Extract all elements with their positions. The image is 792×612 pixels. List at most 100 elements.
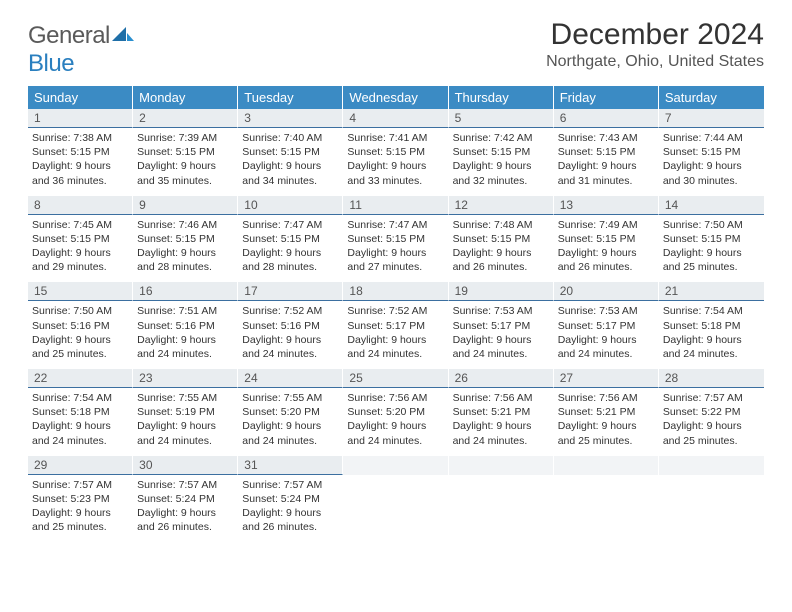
daylight-line: Daylight: 9 hours and 28 minutes. [137,247,216,273]
day-content-cell: Sunrise: 7:57 AMSunset: 5:24 PMDaylight:… [238,475,343,543]
day-number-cell: 6 [554,109,659,128]
day-number-cell: 25 [343,369,448,388]
day-content-row: Sunrise: 7:38 AM Sunset: 5:15 PM Daylight:… [28,128,764,196]
daylight-line: Daylight: 9 hours and 32 minutes. [453,160,532,186]
day-number-cell: 7 [659,109,764,128]
calendar-page: GeneralBlue December 2024 Northgate, Ohi… [0,0,792,552]
logo-sail-icon [112,22,134,50]
day-number-cell: 5 [449,109,554,128]
sunset-line: Sunset: 5:15 PM [347,233,425,245]
day-number-cell: 22 [28,369,133,388]
day-content-cell: Sunrise: 7:52 AMSunset: 5:17 PMDaylight:… [343,301,448,369]
daylight-line: Daylight: 9 hours and 26 minutes. [453,247,532,273]
day-number-cell: 8 [28,196,133,215]
sunrise-line: Sunrise: 7:57 AM [663,392,743,404]
weekday-header: Saturday [659,86,764,109]
sunrise-line: Sunrise: 7:57 AM [137,479,217,491]
sunrise-line: Sunrise: 7:53 AM [558,305,638,317]
weekday-header: Tuesday [238,86,343,109]
day-content-row: Sunrise: 7:57 AMSunset: 5:23 PMDaylight:… [28,475,764,543]
sunset-line: Sunset: 5:24 PM [137,493,215,505]
sunset-line: Sunset: 5:17 PM [347,320,425,332]
day-number-cell: 16 [133,282,238,301]
day-number-cell: 4 [343,109,448,128]
daylight-line: Daylight: 9 hours and 24 minutes. [453,420,532,446]
sunrise-line: Sunrise: 7:42 AM [453,132,533,144]
weekday-header: Friday [554,86,659,109]
sunset-line: Sunset: 5:15 PM [663,233,741,245]
daylight-line: Daylight: 9 hours and 28 minutes. [242,247,321,273]
daylight-line: Daylight: 9 hours and 33 minutes. [347,160,426,186]
day-number-cell: 20 [554,282,659,301]
day-number-cell: 13 [554,196,659,215]
daylight-line: Daylight: 9 hours and 24 minutes. [453,334,532,360]
day-number-cell: 1 [28,109,133,128]
sunset-line: Sunset: 5:15 PM [242,146,320,158]
sunset-line: Sunset: 5:15 PM [137,146,215,158]
sunset-line: Sunset: 5:20 PM [347,406,425,418]
day-number-row: 293031 [28,456,764,475]
sunset-line: Sunset: 5:20 PM [242,406,320,418]
day-content-cell: Sunrise: 7:57 AMSunset: 5:22 PMDaylight:… [659,388,764,456]
daylight-line: Daylight: 9 hours and 34 minutes. [242,160,321,186]
sunset-line: Sunset: 5:24 PM [242,493,320,505]
sunset-line: Sunset: 5:15 PM [558,146,636,158]
day-number-cell: 14 [659,196,764,215]
day-content-cell: Sunrise: 7:55 AMSunset: 5:19 PMDaylight:… [133,388,238,456]
sunrise-line: Sunrise: 7:40 AM [242,132,322,144]
day-content-cell: Sunrise: 7:45 AMSunset: 5:15 PMDaylight:… [28,215,133,283]
daylight-line: Daylight: 9 hours and 24 minutes. [242,420,321,446]
daylight-line: Daylight: 9 hours and 26 minutes. [242,507,321,533]
sunrise-line: Sunrise: 7:43 AM [558,132,638,144]
day-number-cell: 10 [238,196,343,215]
day-content-cell: Sunrise: 7:56 AMSunset: 5:21 PMDaylight:… [449,388,554,456]
day-content-cell: Sunrise: 7:44 AMSunset: 5:15 PMDaylight:… [659,128,764,196]
sunrise-line: Sunrise: 7:38 AM [32,132,112,144]
sunset-line: Sunset: 5:15 PM [663,146,741,158]
day-number-cell [343,456,448,475]
sunset-line: Sunset: 5:15 PM [32,146,110,158]
day-number-cell: 12 [449,196,554,215]
day-content-cell: Sunrise: 7:50 AMSunset: 5:15 PMDaylight:… [659,215,764,283]
day-content-cell: Sunrise: 7:55 AMSunset: 5:20 PMDaylight:… [238,388,343,456]
day-content-cell: Sunrise: 7:46 AMSunset: 5:15 PMDaylight:… [133,215,238,283]
day-number-cell: 23 [133,369,238,388]
sunrise-line: Sunrise: 7:52 AM [347,305,427,317]
day-number-cell: 24 [238,369,343,388]
day-content-cell: Sunrise: 7:41 AMSunset: 5:15 PMDaylight:… [343,128,448,196]
sunrise-line: Sunrise: 7:48 AM [453,219,533,231]
day-content-cell: Sunrise: 7:57 AMSunset: 5:24 PMDaylight:… [133,475,238,543]
sunrise-line: Sunrise: 7:49 AM [558,219,638,231]
sunrise-line: Sunrise: 7:39 AM [137,132,217,144]
sunrise-line: Sunrise: 7:53 AM [453,305,533,317]
sunset-line: Sunset: 5:15 PM [453,233,531,245]
weekday-header: Monday [133,86,238,109]
sunset-line: Sunset: 5:16 PM [32,320,110,332]
logo-text-blue: Blue [28,50,74,77]
daylight-line: Daylight: 9 hours and 30 minutes. [663,160,742,186]
day-content-row: Sunrise: 7:50 AMSunset: 5:16 PMDaylight:… [28,301,764,369]
day-number-cell: 19 [449,282,554,301]
day-content-cell [449,475,554,543]
sunrise-line: Sunrise: 7:56 AM [453,392,533,404]
sunrise-line: Sunrise: 7:50 AM [663,219,743,231]
daylight-line: Daylight: 9 hours and 25 minutes. [558,420,637,446]
day-number-cell: 29 [28,456,133,475]
day-number-cell [449,456,554,475]
location-label: Northgate, Ohio, United States [546,53,764,71]
day-content-cell: Sunrise: 7:51 AMSunset: 5:16 PMDaylight:… [133,301,238,369]
daylight-line: Daylight: 9 hours and 24 minutes. [32,420,111,446]
day-content-cell: Sunrise: 7:50 AMSunset: 5:16 PMDaylight:… [28,301,133,369]
sunrise-line: Sunrise: 7:57 AM [32,479,112,491]
day-content-cell: Sunrise: 7:49 AMSunset: 5:15 PMDaylight:… [554,215,659,283]
calendar-header-row: SundayMondayTuesdayWednesdayThursdayFrid… [28,86,764,109]
day-number-row: 1234567 [28,109,764,128]
daylight-line: Daylight: 9 hours and 24 minutes. [558,334,637,360]
day-content-cell [554,475,659,543]
day-number-cell: 9 [133,196,238,215]
sunrise-line: Sunrise: 7:55 AM [137,392,217,404]
daylight-line: Daylight: 9 hours and 31 minutes. [558,160,637,186]
day-number-cell: 17 [238,282,343,301]
daylight-line: Daylight: 9 hours and 24 minutes. [137,420,216,446]
daylight-line: Daylight: 9 hours and 26 minutes. [558,247,637,273]
